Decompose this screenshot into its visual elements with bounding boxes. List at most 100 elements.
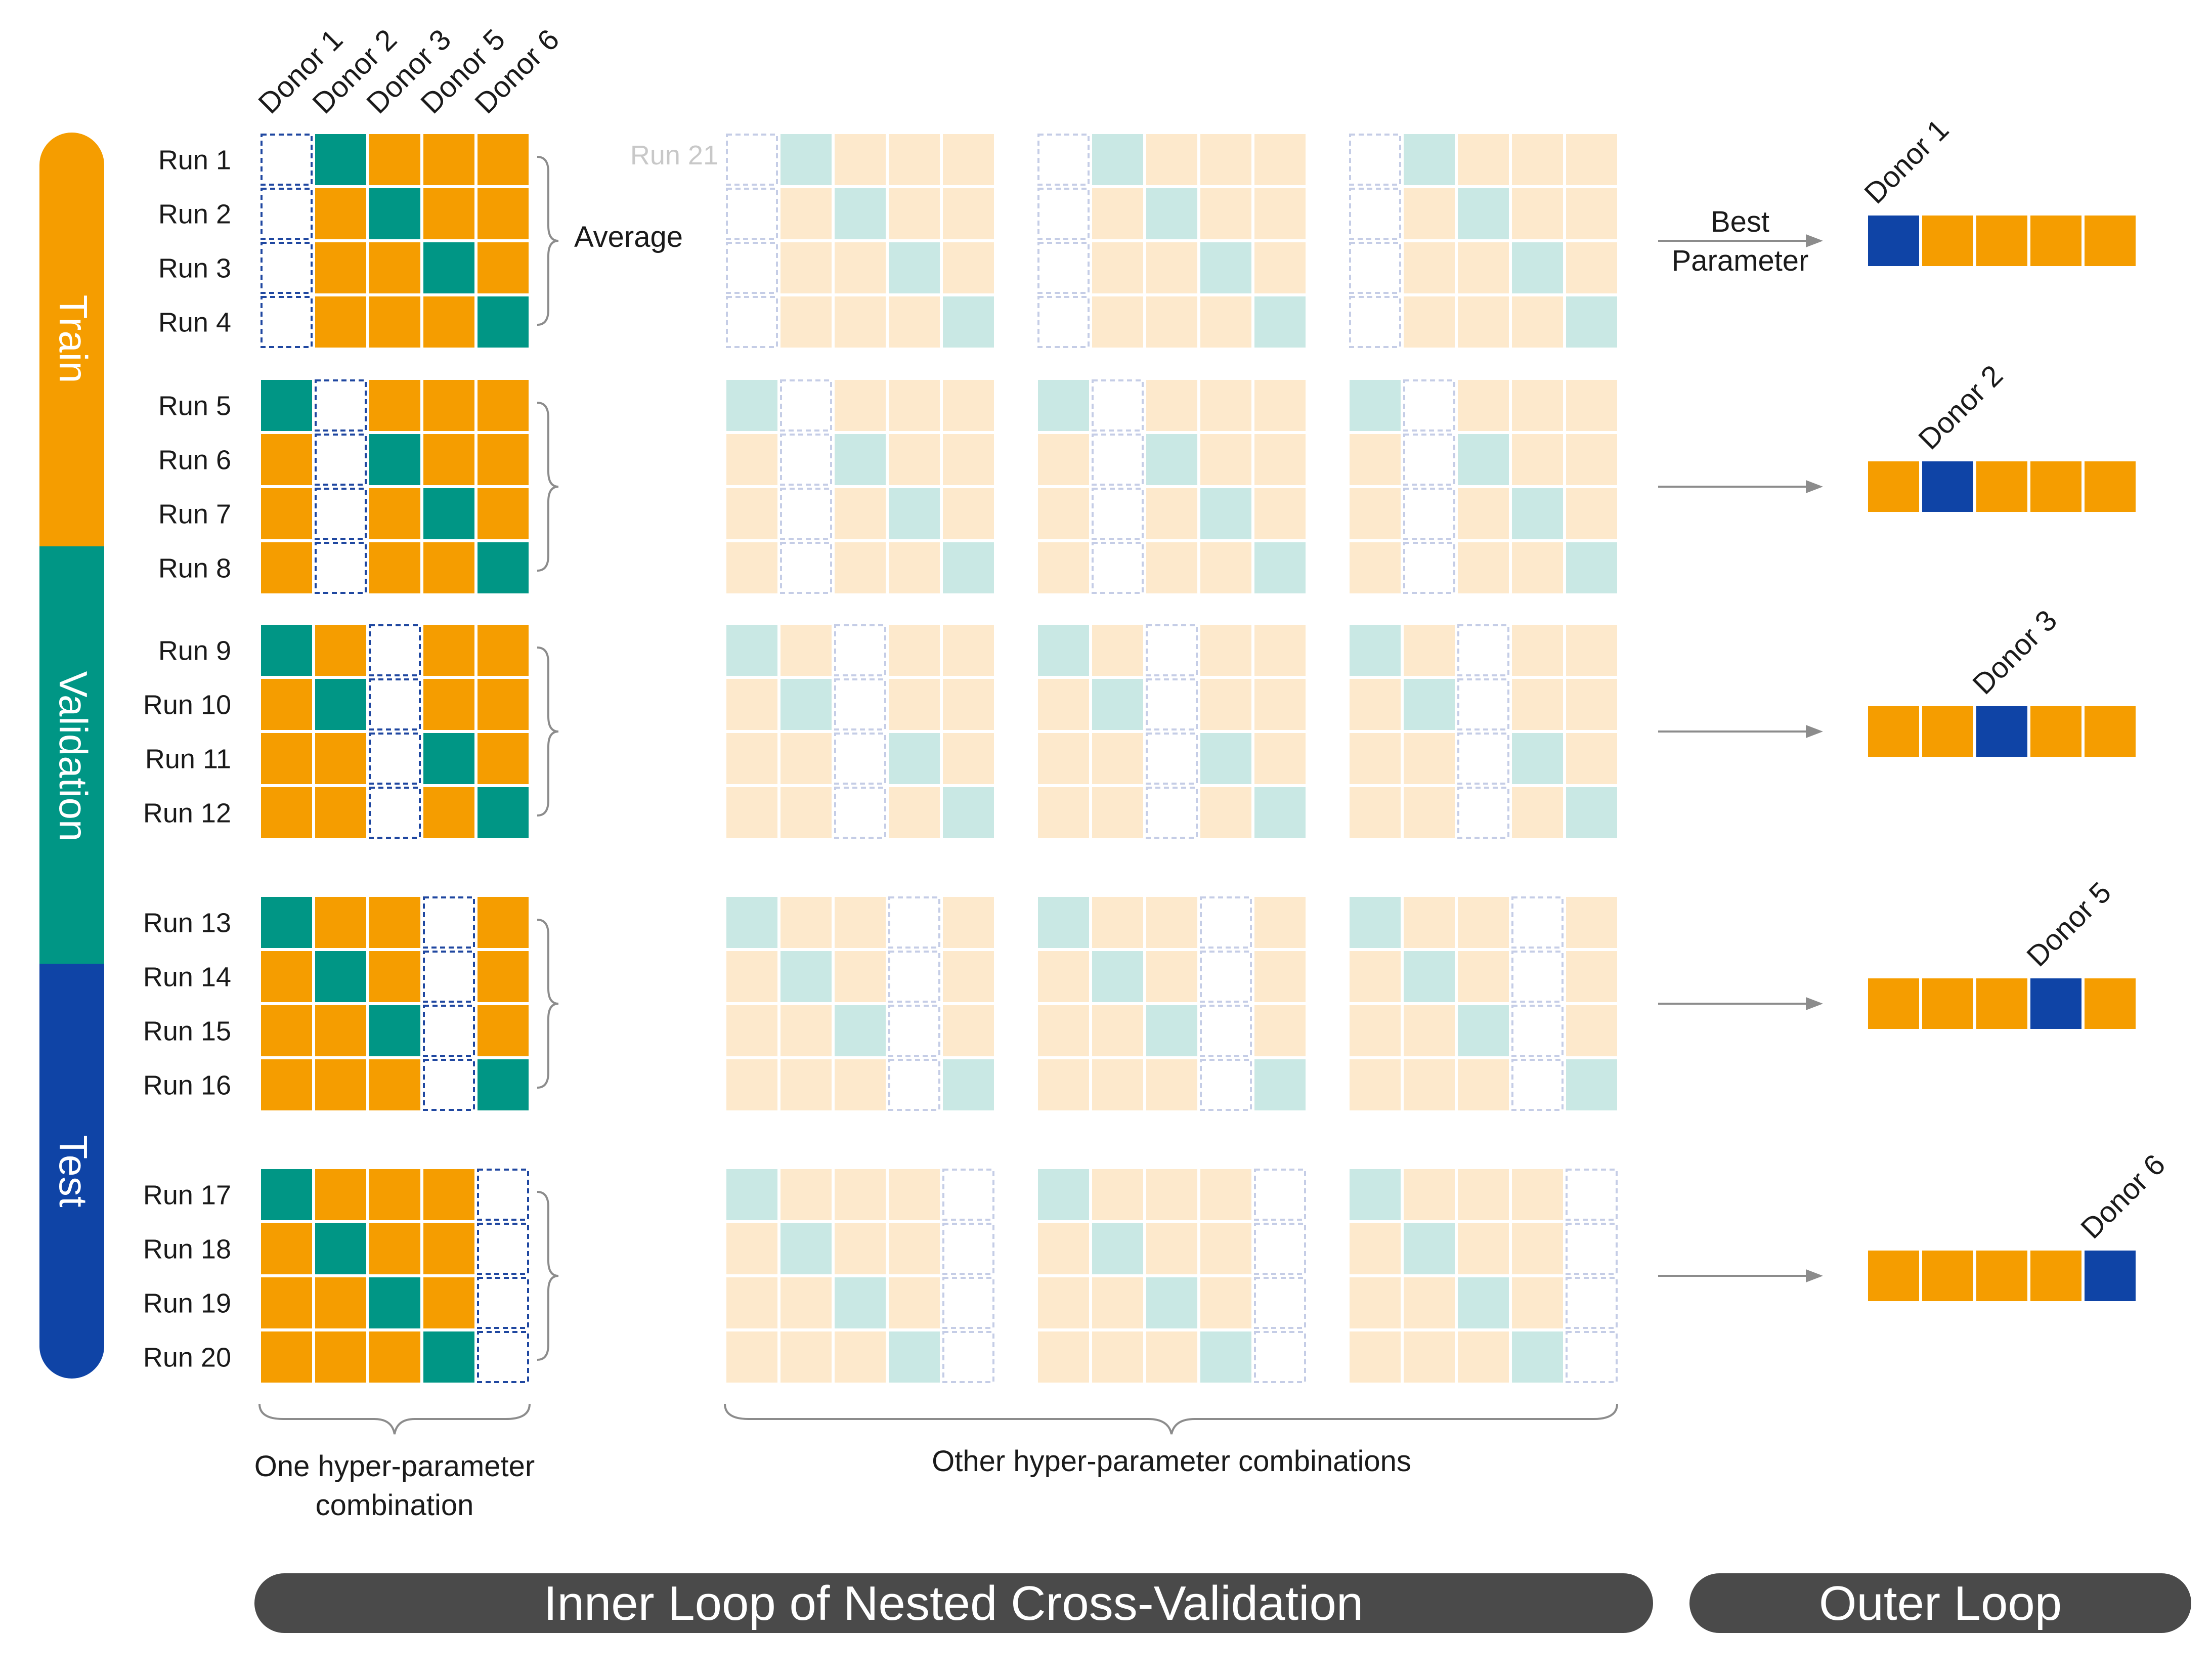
grid-3-block-4-row-4-col-4-test-cell: [1200, 1059, 1252, 1111]
grid-2-block-1-row-3-col-5-train-cell: [943, 242, 994, 293]
arrow-head-5: [1806, 1269, 1823, 1282]
average-braces: [537, 156, 559, 1361]
grid-4-block-4-row-2-col-3-train-cell: [1458, 951, 1509, 1002]
grid-3-block-5-row-1-col-4-train-cell: [1200, 1169, 1251, 1220]
grid-3-block-3-row-3-col-4-validation-cell: [1200, 733, 1251, 784]
grid-2-block-2-row-4-col-3-train-cell: [835, 542, 886, 593]
grid-4-block-4-row-4-col-3-train-cell: [1458, 1059, 1509, 1110]
grid-2-block-2-row-3-col-5-train-cell: [943, 488, 994, 539]
grid-3-block-5-row-3-col-5-test-cell: [1254, 1277, 1306, 1329]
grid-3-block-1-row-1-col-1-test-cell: [1037, 134, 1090, 186]
inner-loop-bar: [254, 1573, 1653, 1633]
grid-2-block-2-row-1-col-5-train-cell: [943, 380, 994, 431]
grid-4-block-1-row-2-col-3-validation-cell: [1458, 188, 1509, 239]
grid-2-block-2-row-1-col-4-train-cell: [889, 380, 940, 431]
grid-3-block-4-row-4-col-3-train-cell: [1146, 1059, 1197, 1110]
grid-1-block-1-row-3-col-3-train-cell: [369, 242, 420, 293]
grid-2-block-4-row-3-col-5-train-cell: [943, 1005, 994, 1056]
grid-1-block-2-row-4-col-2-test-cell: [315, 542, 367, 594]
grid-4-block-4-row-3-col-4-test-cell: [1511, 1005, 1564, 1057]
grid-4-block-1-row-3-col-3-train-cell: [1458, 242, 1509, 293]
grid-4-block-4-row-1-col-3-train-cell: [1458, 897, 1509, 948]
grid-4-block-3-row-2-col-1-train-cell: [1350, 679, 1401, 730]
grid-2-block-2-row-3-col-2-test-cell: [780, 488, 832, 540]
grid-3-block-2-row-2-col-5-train-cell: [1254, 434, 1306, 485]
grid-3-block-2-row-4-col-4-train-cell: [1200, 542, 1251, 593]
grid-2-block-1-row-4-col-4-train-cell: [889, 296, 940, 348]
grid-1-block-1-row-2-col-2-train-cell: [315, 188, 366, 239]
grid-2-block-4-row-3-col-1-train-cell: [726, 1005, 777, 1056]
outer-loop-label: Outer Loop: [1819, 1576, 2062, 1630]
outer-bar-2-cell-5-train: [2085, 461, 2136, 512]
grid-2-block-5-row-2-col-5-test-cell: [942, 1223, 994, 1275]
grid-4-block-5-row-1-col-1-validation-cell: [1350, 1169, 1401, 1220]
grid-3-block-2-row-2-col-3-validation-cell: [1146, 434, 1197, 485]
grid-3-block-3-row-3-col-5-train-cell: [1254, 733, 1306, 784]
grid-1-block-1-row-3-col-5-train-cell: [478, 242, 529, 293]
grid-3-block-3-row-4-col-4-train-cell: [1200, 787, 1251, 838]
grid-3-block-4-row-1-col-3-train-cell: [1146, 897, 1197, 948]
outer-bar-5-cell-3-train: [1976, 1251, 2027, 1301]
run-label-8: Run 8: [158, 553, 231, 584]
grid-4-block-4-row-1-col-4-test-cell: [1511, 896, 1564, 949]
grid-1-block-3-row-1-col-4-train-cell: [423, 625, 474, 676]
grid-1-block-2-row-1-col-4-train-cell: [423, 380, 474, 431]
grid-2-block-5-row-1-col-2-train-cell: [780, 1169, 832, 1220]
legend-train-label: Train: [51, 295, 96, 383]
outer-donor-label-3: Donor 3: [1966, 604, 2063, 701]
grid-4-block-4-row-1-col-5-train-cell: [1566, 897, 1617, 948]
grid-3-block-1-row-1-col-5-train-cell: [1254, 134, 1306, 185]
grid-2-block-2-row-3-col-4-validation-cell: [889, 488, 940, 539]
grid-4-block-3-row-2-col-4-train-cell: [1512, 679, 1563, 730]
grid-3-block-5-row-1-col-2-train-cell: [1092, 1169, 1143, 1220]
legend-validation-label: Validation: [51, 671, 96, 842]
grid-4-block-4-row-2-col-5-train-cell: [1566, 951, 1617, 1002]
average-label: Average: [574, 221, 683, 253]
grid-3-block-3-row-2-col-3-test-cell: [1146, 678, 1198, 730]
run-label-11: Run 11: [145, 744, 231, 775]
grid-2-block-5-row-2-col-4-train-cell: [889, 1223, 940, 1274]
grid-3-block-2-row-1-col-1-validation-cell: [1038, 380, 1089, 431]
grid-1-block-4-row-3-col-5-train-cell: [478, 1005, 529, 1056]
grid-1-block-3-row-4-col-3-test-cell: [369, 787, 421, 839]
grid-4-block-5-row-3-col-2-train-cell: [1404, 1277, 1455, 1328]
grid-4-block-2-row-3-col-5-train-cell: [1566, 488, 1617, 539]
grid-1-block-1-row-3-col-2-train-cell: [315, 242, 366, 293]
run-label-2: Run 2: [158, 199, 231, 230]
grid-3-block-4-row-4-col-5-validation-cell: [1254, 1059, 1306, 1110]
grid-1-block-5-row-4-col-4-validation-cell: [423, 1331, 474, 1383]
grid-4-block-5-row-1-col-2-train-cell: [1404, 1169, 1455, 1220]
grid-3-block-5-row-1-col-5-test-cell: [1254, 1169, 1306, 1221]
grid-3-block-5-row-3-col-1-train-cell: [1038, 1277, 1089, 1328]
grid-3-block-3-row-2-col-4-train-cell: [1200, 679, 1251, 730]
grid-1-block-5-row-3-col-5-test-cell: [477, 1277, 529, 1329]
grid-3-block-5-row-4-col-5-test-cell: [1254, 1331, 1306, 1383]
grid-3-block-4-row-3-col-3-validation-cell: [1146, 1005, 1197, 1056]
grid-3-block-5-row-2-col-4-train-cell: [1200, 1223, 1251, 1274]
grid-2-block-5-row-1-col-3-train-cell: [835, 1169, 886, 1220]
run-label-14: Run 14: [143, 962, 231, 993]
grid-2-block-3-row-2-col-1-train-cell: [726, 679, 777, 730]
grid-1-block-1-row-1-col-5-train-cell: [478, 134, 529, 185]
grid-4-block-4-row-2-col-4-test-cell: [1511, 951, 1564, 1003]
grid-1-block-2-row-3-col-2-test-cell: [315, 488, 367, 540]
grid-1-block-5-row-2-col-3-train-cell: [369, 1223, 420, 1274]
run-label-1: Run 1: [158, 145, 231, 176]
grid-3-block-4-row-1-col-4-test-cell: [1200, 896, 1252, 949]
grid-4-block-1-row-4-col-2-train-cell: [1404, 296, 1455, 348]
grid-2-block-4-row-1-col-1-validation-cell: [726, 897, 777, 948]
run-21-label: Run 21: [630, 140, 718, 170]
grid-4-block-1-row-3-col-4-validation-cell: [1512, 242, 1563, 293]
grid-4-block-4-row-4-col-5-validation-cell: [1566, 1059, 1617, 1110]
grid-1-block-5-row-3-col-4-train-cell: [423, 1277, 474, 1328]
grid-3-block-2-row-1-col-2-test-cell: [1092, 379, 1144, 432]
grid-3-block-5-row-2-col-5-test-cell: [1254, 1223, 1306, 1275]
grid-2-block-4-row-4-col-3-train-cell: [835, 1059, 886, 1110]
grid-1-block-3-row-4-col-1-train-cell: [261, 787, 312, 838]
grid-3-block-2-row-1-col-4-train-cell: [1200, 380, 1251, 431]
outer-bar-3-cell-3-test: [1976, 706, 2027, 757]
grid-1-block-1-row-4-col-1-test-cell: [261, 296, 313, 348]
run-label-5: Run 5: [158, 391, 231, 421]
grid-2-block-3-row-2-col-2-validation-cell: [780, 679, 832, 730]
outer-donor-label-2: Donor 2: [1912, 359, 2009, 456]
